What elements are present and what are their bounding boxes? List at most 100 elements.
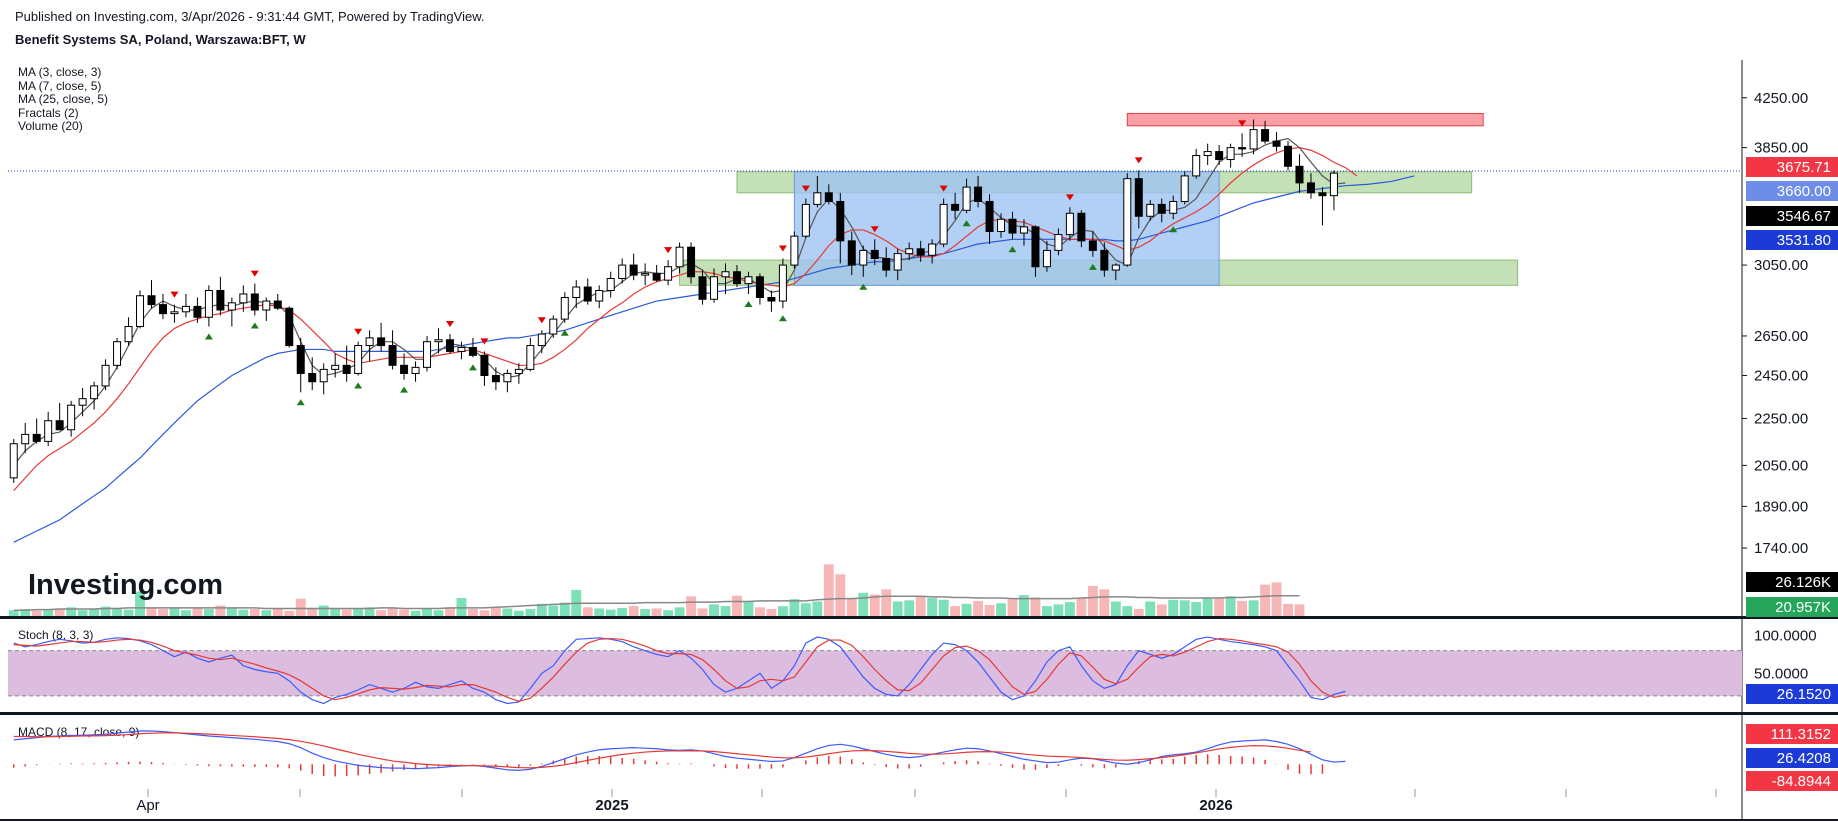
- stoch-axis-label: 100.0000: [1754, 628, 1817, 645]
- candle-down: [193, 305, 202, 318]
- candle-down: [1306, 182, 1315, 194]
- price-label-bg: [1746, 230, 1838, 250]
- indicator-ma7-label[interactable]: MA (7, close, 5): [18, 78, 102, 93]
- macd-signal-line: [13, 732, 1312, 769]
- x-axis-label: 2026: [1199, 797, 1232, 814]
- volume-bar: [1283, 603, 1293, 616]
- volume-bar: [1007, 599, 1018, 616]
- fractal-low-marker: [400, 386, 409, 393]
- macd-value-label-bg: [1746, 724, 1838, 744]
- candle-up: [1146, 203, 1155, 217]
- panel-separator: [0, 819, 1838, 821]
- volume-bar: [640, 609, 651, 616]
- candle-down: [1272, 140, 1281, 147]
- candle-up: [905, 248, 914, 255]
- candle-up: [893, 253, 902, 271]
- candle-down: [400, 364, 409, 374]
- candle-up: [434, 339, 443, 343]
- volume-bar: [203, 609, 214, 616]
- fractal-high-marker: [170, 291, 179, 298]
- candle-up: [790, 235, 799, 266]
- fractal-low-marker: [468, 364, 477, 371]
- volume-bar: [973, 600, 983, 616]
- fractal-low-marker: [354, 382, 363, 389]
- fractal-high-marker: [354, 328, 363, 335]
- panel-separator: [0, 712, 1838, 715]
- macd-value-label-bg: [1746, 748, 1838, 768]
- price-axis-label: 3050.00: [1754, 257, 1808, 274]
- fractal-high-marker: [480, 338, 489, 345]
- candle-up: [1249, 129, 1258, 150]
- candle-down: [250, 293, 259, 311]
- volume-bar: [766, 609, 777, 616]
- volume-bar: [984, 604, 995, 616]
- candle-up: [331, 364, 340, 370]
- indicator-ma25-label[interactable]: MA (25, close, 5): [18, 92, 109, 106]
- volume-bar: [858, 592, 869, 616]
- candle-up: [606, 277, 615, 291]
- candle-down: [308, 372, 317, 383]
- volume-bar: [961, 603, 972, 616]
- indicator-volume-label[interactable]: Volume (20): [18, 119, 83, 133]
- volume-bar: [226, 607, 237, 616]
- candle-down: [480, 354, 489, 377]
- stoch-value-label-bg: [1746, 684, 1838, 704]
- candle-up: [928, 243, 937, 256]
- candle-down: [882, 257, 891, 271]
- volume-bar: [536, 603, 547, 616]
- candle-down: [583, 286, 592, 302]
- candle-up: [101, 364, 110, 387]
- fractal-low-marker: [962, 220, 971, 227]
- candle-down: [836, 200, 845, 242]
- volume-bar: [835, 574, 846, 616]
- candle-down: [1215, 151, 1224, 161]
- fractal-high-marker: [250, 270, 259, 277]
- candle-up: [537, 333, 546, 347]
- volume-bar: [410, 610, 421, 616]
- candle-down: [916, 248, 925, 256]
- volume-bar: [181, 610, 191, 616]
- candle-down: [491, 375, 500, 383]
- volume-bar: [295, 598, 306, 616]
- stoch-d-line: [13, 637, 1346, 702]
- volume-bar: [123, 609, 134, 616]
- volume-bar: [869, 594, 880, 616]
- volume-bar: [43, 609, 54, 616]
- volume-bar: [950, 606, 961, 616]
- published-info: Published on Investing.com, 3/Apr/2026 -…: [15, 9, 485, 24]
- volume-bar: [1191, 602, 1202, 616]
- volume-bar: [582, 607, 593, 616]
- candle-up: [997, 218, 1006, 232]
- fractal-high-marker: [664, 247, 673, 254]
- candle-up: [319, 368, 328, 383]
- candle-up: [170, 311, 179, 315]
- candle-down: [951, 203, 960, 211]
- stoch-panel-title[interactable]: Stoch (8, 3, 3): [18, 628, 94, 642]
- volume-bar: [456, 598, 467, 616]
- candle-up: [503, 372, 512, 383]
- candle-down: [296, 345, 305, 374]
- volume-bar: [1271, 582, 1282, 616]
- stoch-value-label: 26.1520: [1777, 686, 1831, 703]
- volume-bar: [1248, 600, 1259, 616]
- candle-up: [1042, 249, 1051, 268]
- panel-separator: [0, 616, 1838, 619]
- indicator-ma3-label[interactable]: MA (3, close, 3): [18, 65, 102, 79]
- candle-up: [939, 203, 948, 245]
- volume-bar: [490, 607, 501, 616]
- volume-bar: [1087, 585, 1098, 616]
- candle-up: [136, 295, 145, 328]
- volume-bar: [238, 609, 249, 616]
- volume-bar: [135, 591, 145, 616]
- candle-down: [732, 271, 741, 285]
- candle-down: [32, 433, 41, 442]
- candle-up: [1226, 147, 1235, 161]
- candle-down: [1134, 178, 1143, 217]
- candle-up: [411, 366, 420, 374]
- price-axis-label: 2050.00: [1754, 457, 1808, 474]
- volume-bar: [1064, 602, 1075, 616]
- price-label: 3675.71: [1777, 159, 1831, 176]
- indicator-fractals-label[interactable]: Fractals (2): [18, 105, 79, 120]
- volume-bar: [445, 607, 455, 616]
